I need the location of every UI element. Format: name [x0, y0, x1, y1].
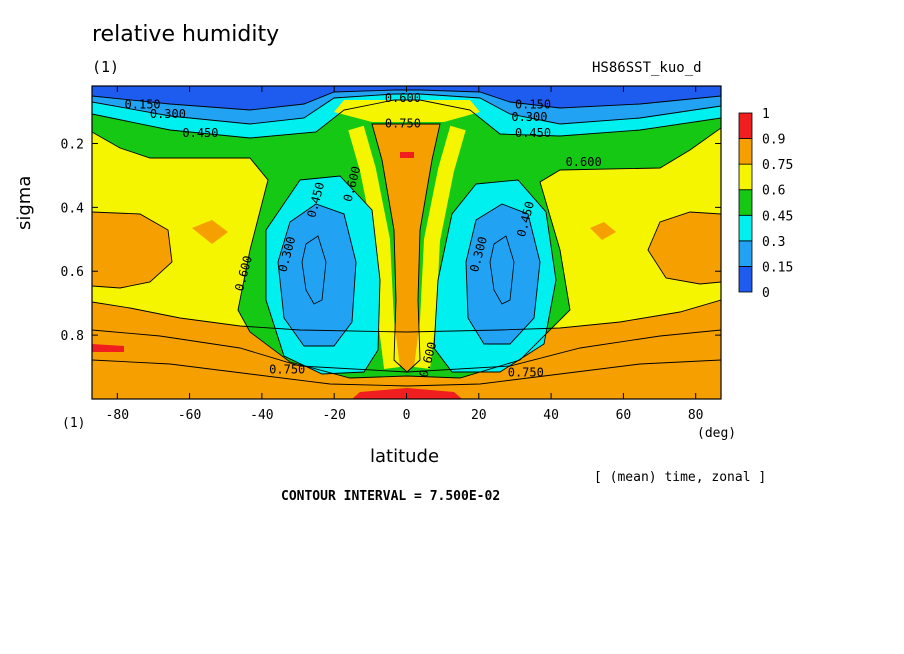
colorbar-label: 0.45	[762, 209, 793, 224]
band-inner-left-cell	[301, 235, 327, 305]
colorbar-swatch	[738, 189, 753, 216]
colorbar-label: 0	[762, 286, 770, 301]
y-tick-label: 0.6	[61, 265, 84, 280]
y-tick-label: 0.4	[61, 201, 85, 216]
contour-line	[277, 203, 357, 347]
colorbar-label: 0.15	[762, 260, 793, 275]
colorbar-label: 0.9	[762, 133, 785, 148]
band-orange-blob-right	[590, 222, 616, 240]
contour-line	[92, 299, 721, 333]
contour-label: 0.300	[511, 110, 547, 124]
x-tick-label: 80	[688, 408, 704, 423]
colorbar-label: 0.6	[762, 184, 785, 199]
band-yellow-center-collar	[348, 125, 466, 369]
colorbar-label: 1	[762, 107, 770, 122]
averaging-note: [ (mean) time, zonal ]	[594, 470, 767, 485]
colorbar-swatch	[738, 214, 753, 242]
contour-label: 0.150	[125, 97, 161, 111]
band-inner-right-cell	[489, 235, 515, 305]
band-orange-right-lobe	[648, 212, 721, 284]
colorbar-label: 0.75	[762, 158, 793, 173]
band-orange-blob-left	[192, 220, 228, 244]
contour-label: 0.150	[515, 97, 551, 111]
contour-label: 0.750	[269, 362, 305, 376]
band-yellow-top-center	[334, 100, 480, 122]
units-label: (1)	[92, 58, 120, 76]
contour-label: 0.600	[385, 91, 421, 105]
contour-line	[371, 123, 441, 373]
contour-line	[92, 211, 173, 289]
x-tick-label: -40	[250, 408, 273, 423]
x-tick-label: 60	[616, 408, 632, 423]
contour-line	[265, 175, 381, 375]
colorbar-swatch	[738, 112, 753, 139]
band-red-center-dot	[400, 152, 414, 158]
colorbar-swatch	[738, 138, 753, 165]
contour-label: 0.600	[566, 155, 602, 169]
x-axis: -80 -60 -40 -20 0 20 40 60 80	[106, 86, 704, 423]
x-tick-label: -60	[178, 408, 201, 423]
contour-label: 0.750	[385, 117, 421, 131]
x-units-left-label: (1)	[62, 416, 86, 431]
contour-line	[92, 359, 721, 387]
chart-title: relative humidity	[92, 22, 280, 47]
colorbar-swatch	[738, 163, 753, 191]
contour-label: 0.450	[182, 126, 218, 140]
contour-interval-label: CONTOUR INTERVAL = 7.500E-02	[281, 489, 501, 504]
plot-area: 0.1500.3000.4500.6000.7500.1500.3000.450…	[92, 86, 721, 399]
x-tick-label: 20	[471, 408, 487, 423]
colorbar-swatch	[738, 266, 753, 293]
run-name-label: HS86SST_kuo_d	[592, 60, 702, 76]
contour-line	[92, 99, 721, 139]
y-axis: 0.2 0.4 0.6 0.8	[61, 137, 721, 344]
y-tick-label: 0.8	[61, 329, 84, 344]
contour-line	[647, 211, 721, 285]
y-tick-label: 0.2	[61, 137, 84, 152]
contour-line	[92, 93, 721, 125]
x-units-label: (deg)	[697, 426, 737, 441]
band-red-left-patch	[92, 344, 124, 352]
colorbar-swatch	[738, 240, 753, 267]
x-tick-label: -80	[106, 408, 129, 423]
contour-line	[433, 179, 557, 373]
contour-label: 0.450	[515, 126, 551, 140]
contour-label: 0.750	[508, 366, 544, 380]
colorbar-label: 0.3	[762, 235, 785, 250]
band-orange-left-lobe	[92, 212, 172, 288]
x-tick-label: -20	[322, 408, 345, 423]
x-tick-label: 40	[543, 408, 559, 423]
colorbar: 0 0.15 0.3 0.45 0.6 0.75 0.9 1	[738, 107, 793, 301]
band-deepblue-top	[92, 86, 721, 110]
contour-label: 0.300	[150, 107, 186, 121]
contour-line	[92, 127, 721, 379]
band-orange-center-tongue	[372, 124, 440, 372]
contour-line	[465, 203, 541, 345]
x-tick-label: 0	[403, 408, 411, 423]
x-axis-title: latitude	[370, 446, 440, 467]
